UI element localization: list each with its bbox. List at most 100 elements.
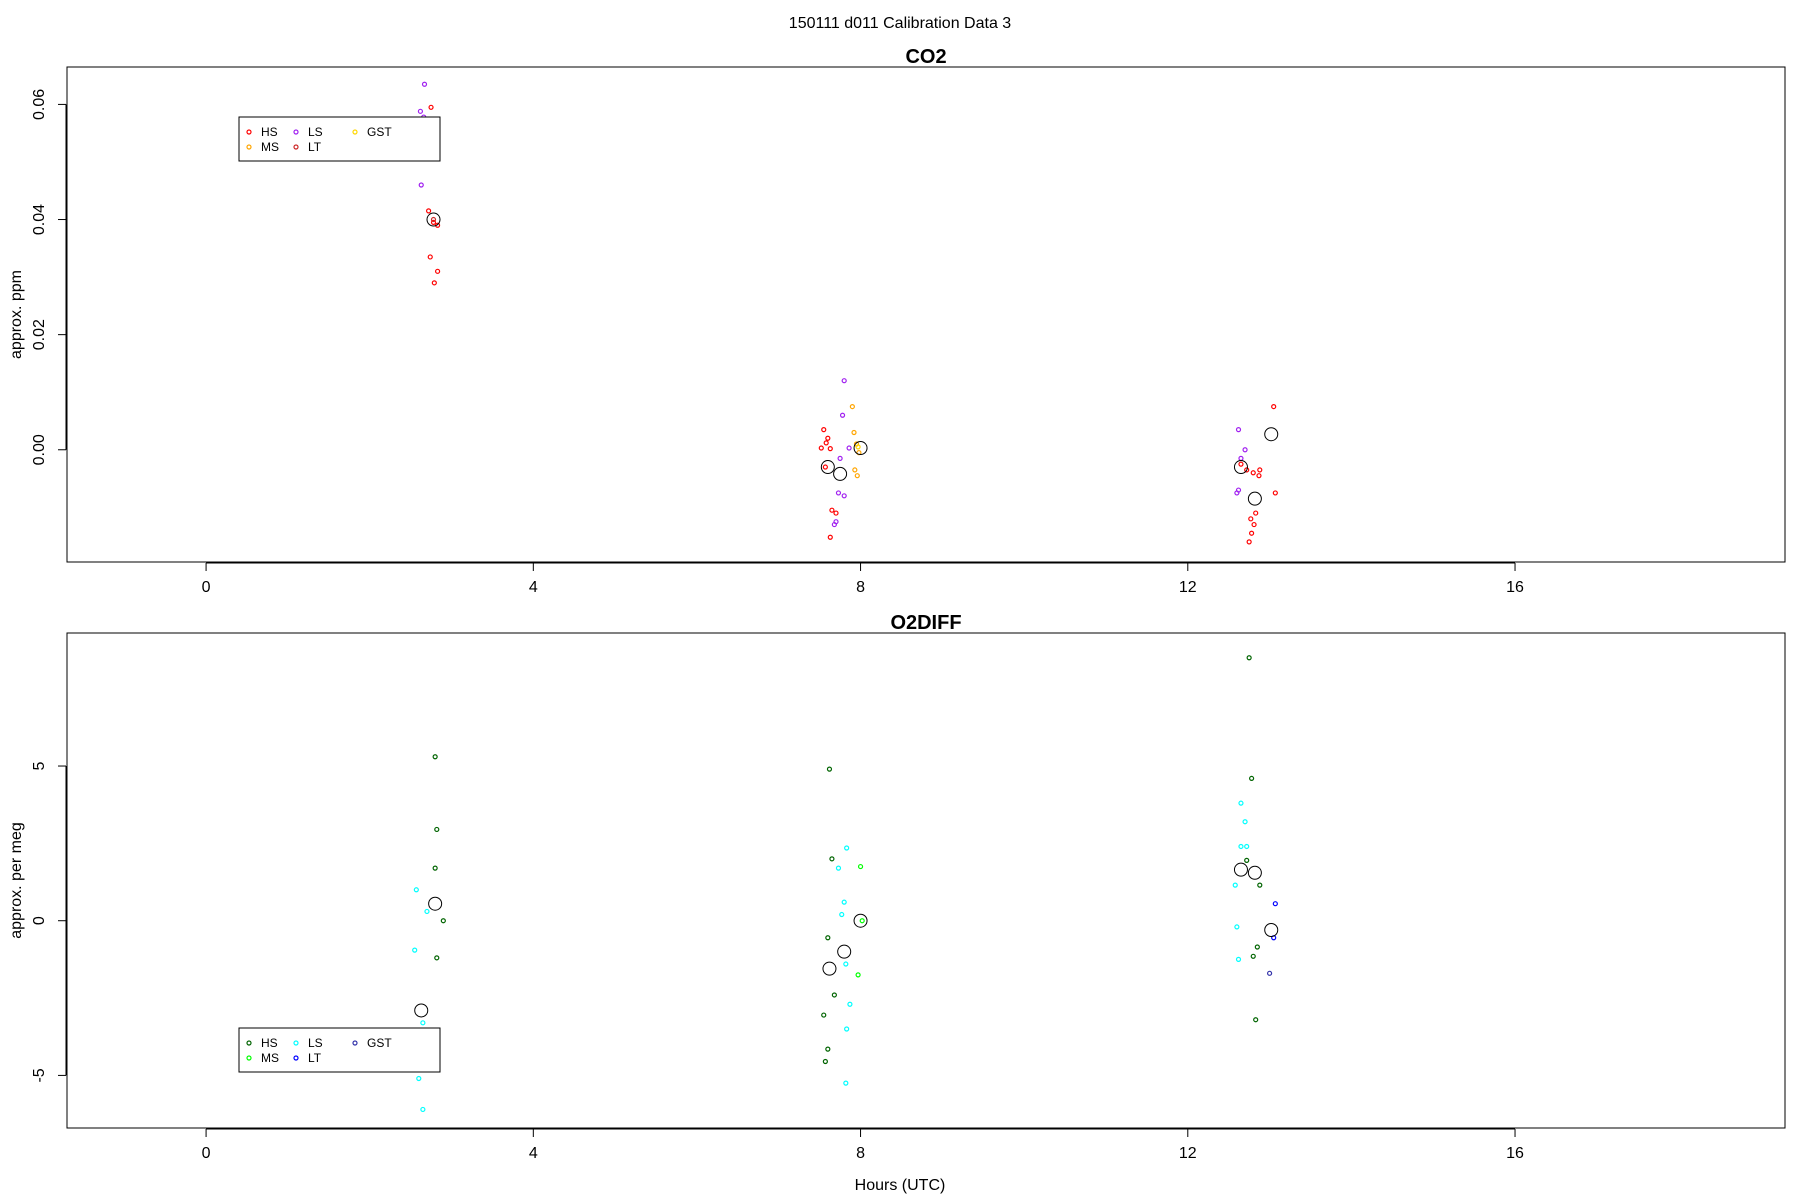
data-point	[1272, 901, 1278, 907]
legend-item-lt: LT	[293, 140, 322, 154]
data-point	[434, 268, 441, 274]
data-point	[1246, 655, 1252, 661]
legend-label: MS	[261, 1051, 279, 1065]
data-point	[854, 473, 860, 479]
data-point	[818, 445, 824, 451]
legend-label: HS	[261, 125, 278, 139]
legend-box	[238, 116, 441, 162]
legend-swatch	[246, 1055, 252, 1061]
y-tick-label: 0.00	[31, 434, 48, 465]
mean-marker	[837, 944, 852, 959]
series-mean	[414, 862, 1279, 1018]
data-point	[1250, 470, 1256, 476]
y-tick-label: 0.06	[31, 89, 48, 120]
y-tick-label: 5	[31, 761, 48, 770]
data-point	[1242, 447, 1248, 453]
legend-box	[238, 1027, 441, 1073]
y-axis-label: approx. ppm	[8, 270, 25, 359]
data-point	[421, 81, 428, 87]
data-point	[839, 412, 846, 418]
data-point	[434, 826, 440, 833]
data-point	[1250, 953, 1256, 959]
mean-marker	[1247, 865, 1262, 880]
data-point	[427, 254, 433, 260]
legend-swatch	[293, 144, 299, 150]
data-point	[1254, 944, 1260, 950]
legend-swatch	[246, 144, 252, 150]
data-point	[424, 908, 430, 915]
data-point	[846, 445, 852, 451]
series-gst	[855, 444, 861, 450]
legend-swatch	[293, 1055, 299, 1061]
series-mean	[426, 212, 1279, 506]
data-point	[432, 865, 438, 871]
figure-title: 150111 d011 Calibration Data 3	[789, 15, 1011, 32]
legend-label: HS	[261, 1036, 278, 1050]
legend-swatch	[352, 1040, 358, 1046]
data-point	[1238, 455, 1244, 461]
legend-label: LS	[308, 125, 323, 139]
data-point	[855, 444, 861, 450]
data-point	[826, 766, 833, 772]
mean-marker	[822, 961, 837, 976]
mean-marker	[853, 441, 868, 456]
data-point	[849, 403, 855, 410]
data-point	[1244, 467, 1250, 473]
x-tick-label: 0	[202, 579, 211, 596]
data-point	[827, 534, 833, 540]
data-point	[418, 182, 424, 188]
data-point	[412, 947, 418, 953]
data-point	[1256, 473, 1262, 479]
data-point	[1242, 819, 1248, 825]
data-point	[839, 911, 845, 918]
mean-marker	[853, 913, 868, 928]
legend-item-gst: GST	[352, 125, 392, 139]
legend-label: LT	[308, 1051, 322, 1065]
x-tick-label: 12	[1179, 1145, 1197, 1162]
data-point	[1249, 530, 1255, 536]
data-point	[821, 427, 827, 433]
x-tick-label: 12	[1179, 579, 1197, 596]
data-point	[1251, 521, 1257, 528]
data-point	[1244, 843, 1250, 850]
data-point	[844, 1026, 850, 1032]
legend-item-hs: HS	[246, 125, 278, 139]
mean-marker	[1264, 427, 1279, 442]
data-point	[829, 856, 835, 862]
legend-item-ls: LS	[293, 125, 323, 139]
data-point	[829, 507, 835, 513]
data-point	[843, 1080, 849, 1086]
data-point	[1257, 467, 1263, 473]
x-tick-label: 0	[202, 1145, 211, 1162]
mean-marker	[1233, 862, 1248, 877]
data-point	[1244, 857, 1250, 863]
mean-marker	[426, 212, 441, 227]
x-tick-label: 4	[529, 579, 538, 596]
mean-marker	[820, 460, 835, 475]
data-point	[822, 464, 828, 470]
series-ls	[412, 800, 1250, 1113]
y-axis-label: approx. per meg	[8, 822, 25, 939]
x-tick-label: 4	[529, 1145, 538, 1162]
series-ms	[855, 863, 865, 978]
legend-swatch	[246, 129, 252, 135]
data-point	[823, 440, 829, 446]
data-point	[1253, 1017, 1259, 1023]
data-point	[825, 435, 831, 441]
plot-frame	[66, 632, 1786, 1129]
legend-label: GST	[367, 1036, 392, 1050]
legend-item-lt: LT	[293, 1051, 322, 1065]
x-tick-label: 8	[856, 579, 865, 596]
data-point	[859, 918, 865, 924]
data-point	[822, 1058, 828, 1065]
co2-panel: CO2 0 4 8 12 16 0.00 0.02 0.04 0.06 approx. ppm HSM…	[8, 46, 1786, 596]
data-point	[1266, 970, 1273, 976]
data-point	[1271, 403, 1277, 410]
series-lt	[430, 216, 437, 223]
data-point	[416, 1075, 422, 1082]
data-point	[413, 887, 419, 893]
data-point	[857, 863, 864, 870]
